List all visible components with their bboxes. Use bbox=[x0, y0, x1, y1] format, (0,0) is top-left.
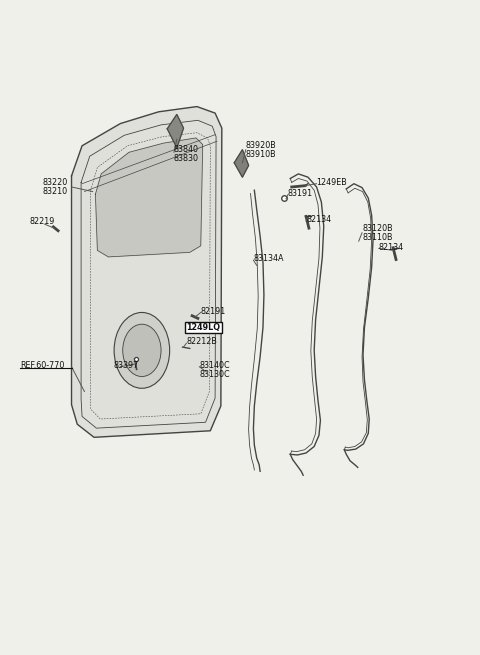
Text: REF.60-770: REF.60-770 bbox=[20, 361, 64, 370]
Circle shape bbox=[114, 312, 169, 388]
Text: 83191: 83191 bbox=[288, 189, 313, 198]
Text: 82219: 82219 bbox=[29, 217, 55, 226]
Polygon shape bbox=[72, 107, 222, 438]
Polygon shape bbox=[96, 138, 203, 257]
Text: 1249EB: 1249EB bbox=[317, 178, 348, 187]
Text: 1249LQ: 1249LQ bbox=[186, 323, 220, 332]
Text: 83110B: 83110B bbox=[362, 233, 393, 242]
Text: 83920B: 83920B bbox=[246, 141, 276, 150]
Text: 83840: 83840 bbox=[174, 145, 199, 154]
Text: 82134: 82134 bbox=[306, 215, 331, 224]
Circle shape bbox=[123, 324, 161, 377]
Text: 83220: 83220 bbox=[43, 178, 68, 187]
Text: 83130C: 83130C bbox=[199, 370, 230, 379]
Text: 82191: 82191 bbox=[201, 307, 226, 316]
Polygon shape bbox=[234, 150, 249, 177]
Text: 83397: 83397 bbox=[113, 361, 138, 370]
Text: 83210: 83210 bbox=[43, 187, 68, 196]
Text: 82212B: 82212B bbox=[186, 337, 217, 346]
Text: 83140C: 83140C bbox=[199, 361, 230, 370]
Text: 82134: 82134 bbox=[379, 242, 404, 252]
Text: 83134A: 83134A bbox=[253, 254, 284, 263]
Text: 83910B: 83910B bbox=[246, 151, 276, 159]
Polygon shape bbox=[167, 115, 183, 148]
Text: 83120B: 83120B bbox=[362, 223, 393, 233]
Text: 83830: 83830 bbox=[174, 155, 199, 163]
